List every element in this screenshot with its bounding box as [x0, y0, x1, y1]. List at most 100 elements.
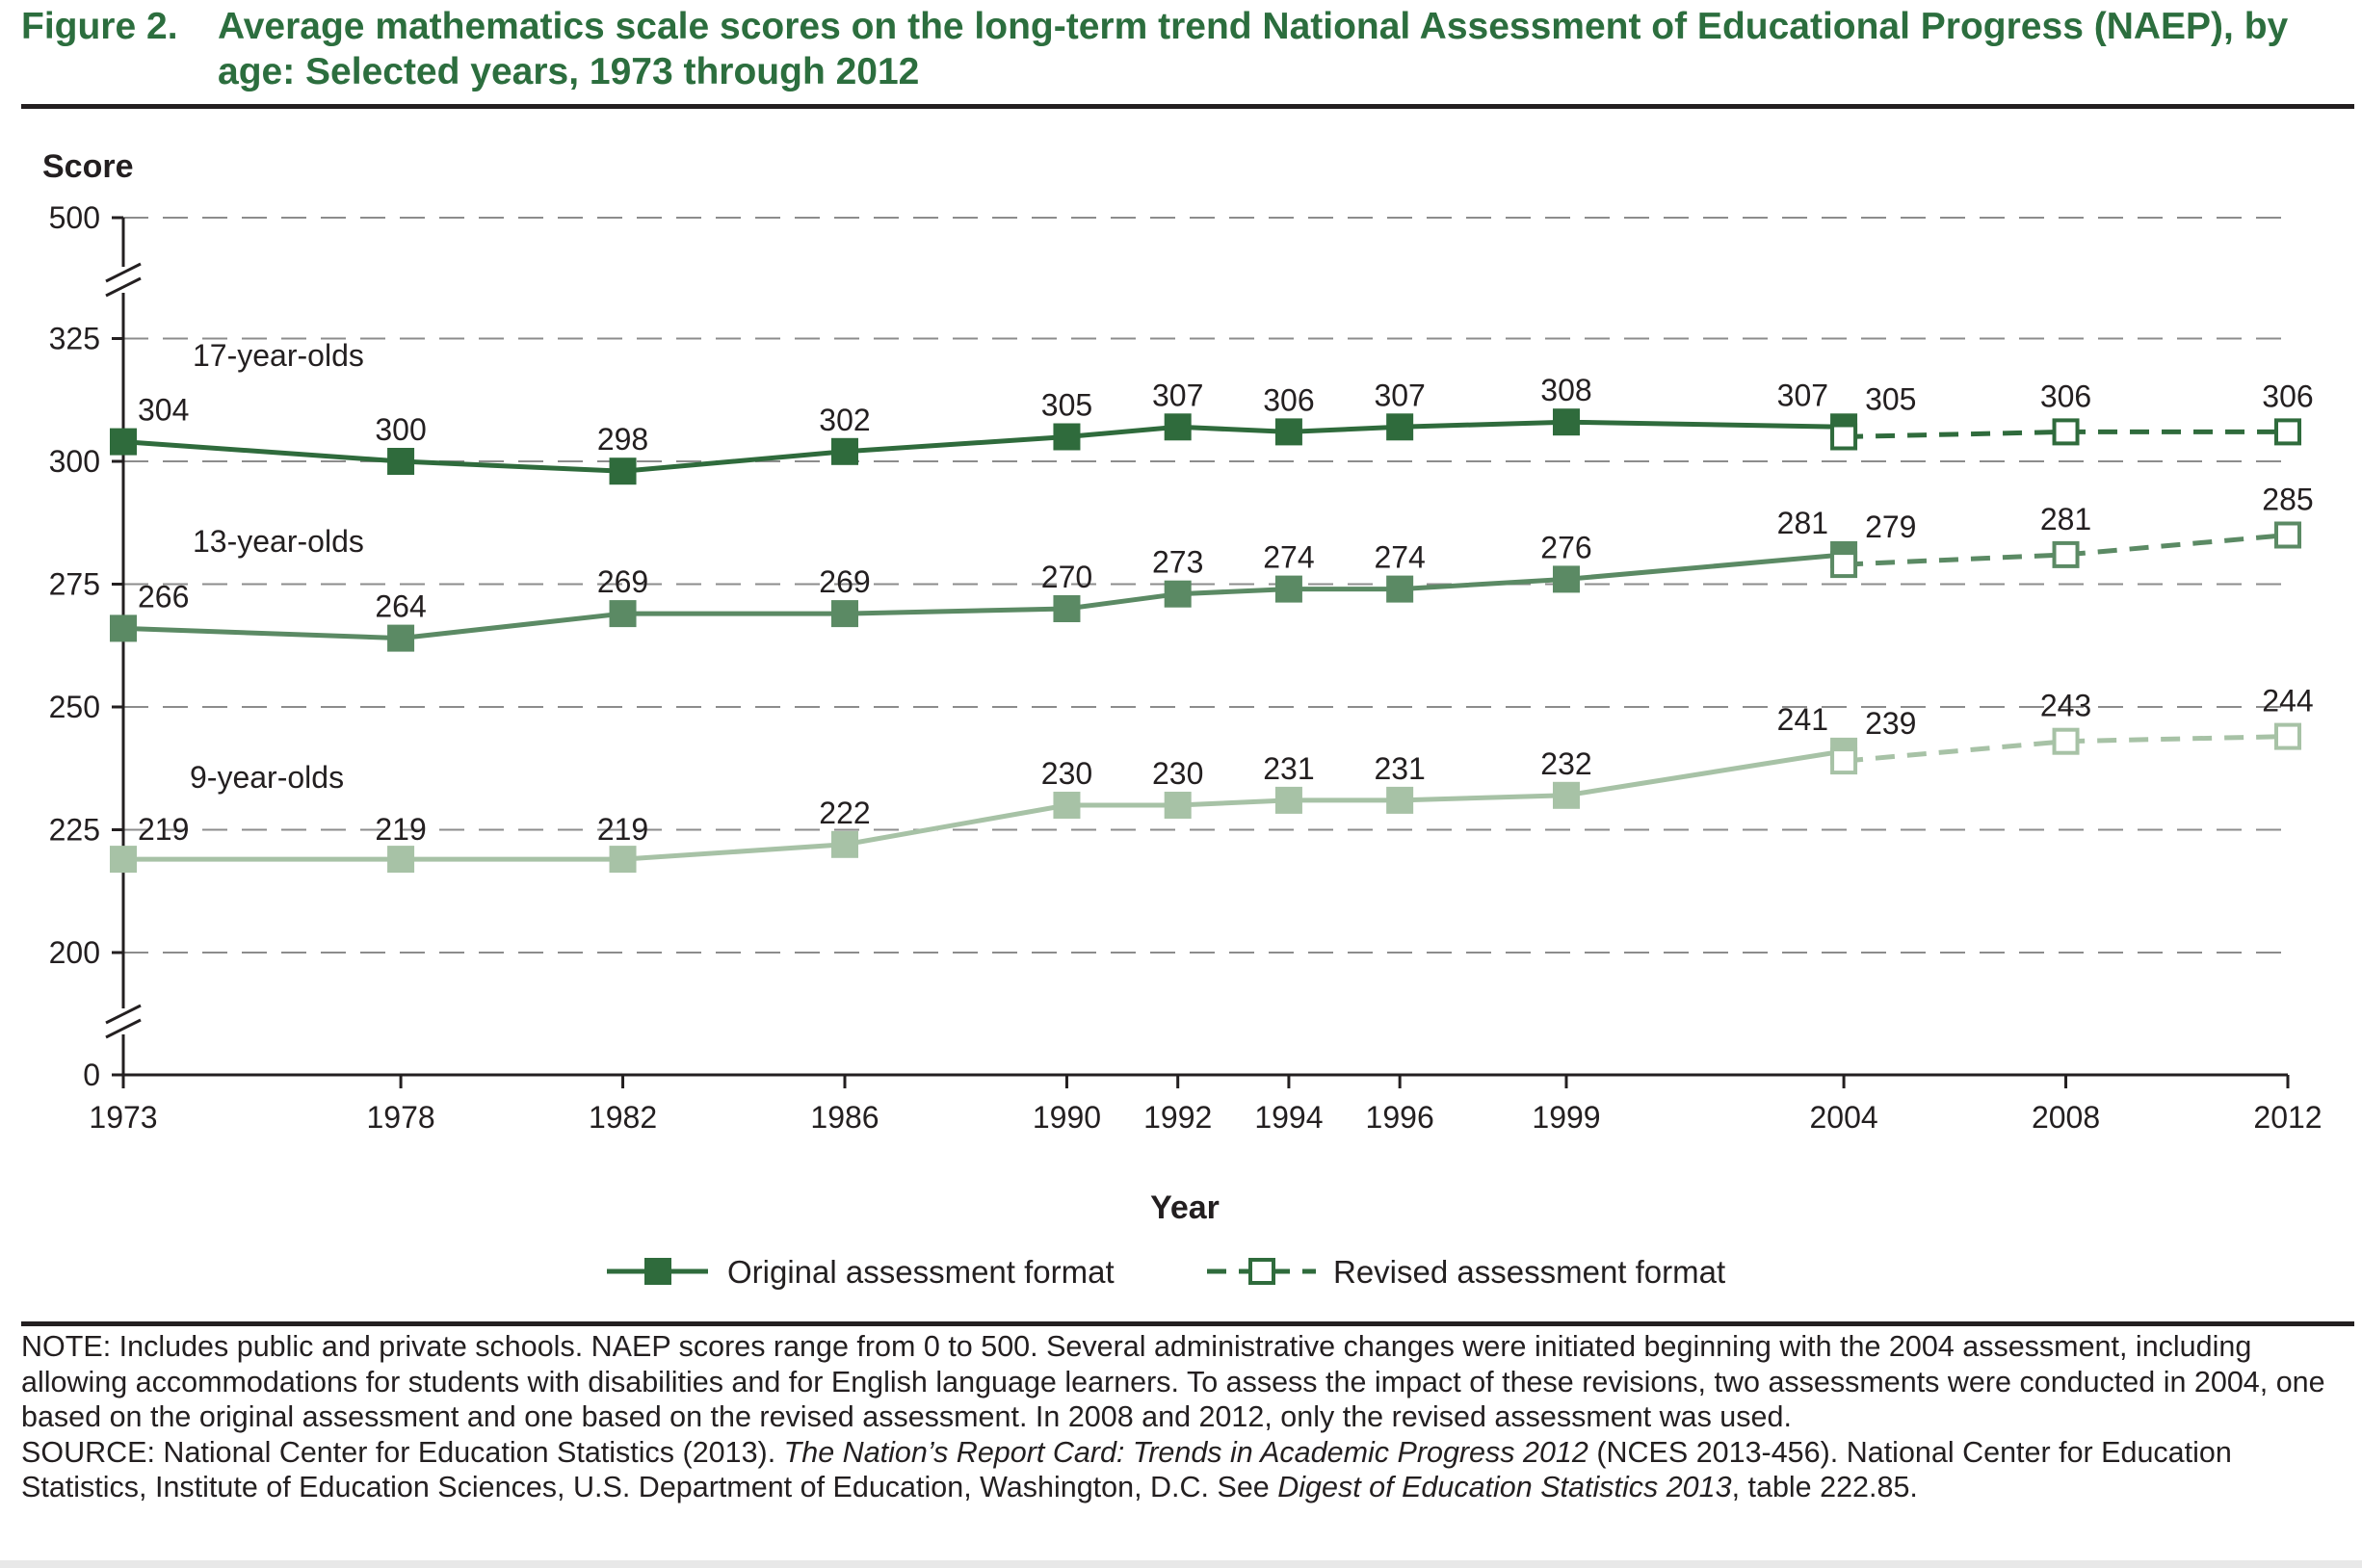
data-label-17-year-olds-original-1978: 300 — [375, 412, 426, 447]
series-name-13-year-olds: 13-year-olds — [193, 524, 364, 559]
series-line-13-year-olds-original — [122, 552, 1845, 641]
line-chart: 0 200 225 250 275 300 325 500 Score 1973 1978 1982 1… — [42, 148, 2323, 1290]
source-prefix: SOURCE: National Center for Education St… — [21, 1435, 784, 1469]
marker-9-year-olds-original-1994 — [1274, 786, 1302, 814]
marker-9-year-olds-original-1999 — [1553, 781, 1580, 809]
y-tick-label-250: 250 — [49, 690, 100, 724]
x-tick-label-1978: 1978 — [366, 1100, 434, 1135]
data-label-17-year-olds-original-1982: 298 — [597, 422, 648, 457]
source-text: SOURCE: National Center for Education St… — [21, 1435, 2352, 1505]
axis-break-mark-1-2 — [105, 276, 142, 298]
marker-13-year-olds-original-1999 — [1553, 565, 1580, 593]
marker-13-year-olds-original-1978 — [387, 624, 415, 652]
x-tick-label-2012: 2012 — [2253, 1100, 2322, 1135]
marker-13-year-olds-revised-2012 — [2274, 521, 2301, 549]
source-digest: Digest of Education Statistics 2013 — [1277, 1471, 1732, 1503]
data-label-9-year-olds-original-1992: 230 — [1152, 756, 1203, 791]
marker-17-year-olds-original-1992 — [1164, 413, 1192, 441]
y-tick-label-500: 500 — [49, 200, 100, 235]
data-label-9-year-olds-original-1999: 232 — [1540, 746, 1591, 781]
data-label-13-year-olds-original-1982: 269 — [597, 564, 648, 599]
marker-13-year-olds-original-1994 — [1274, 575, 1302, 603]
data-label-9-year-olds-original-1996: 231 — [1374, 751, 1425, 786]
y-tick-label-275: 275 — [49, 567, 100, 602]
figure-title: Average mathematics scale scores on the … — [218, 6, 2289, 92]
data-label-9-year-olds-revised-2012: 244 — [2262, 684, 2313, 719]
marker-13-year-olds-original-1982 — [609, 600, 637, 628]
data-label-17-year-olds-original-1996: 307 — [1374, 378, 1425, 412]
data-label-17-year-olds-original-1990: 305 — [1041, 388, 1092, 423]
marker-13-year-olds-original-1990 — [1053, 595, 1081, 622]
series-name-9-year-olds: 9-year-olds — [190, 760, 344, 795]
data-label-13-year-olds-original-1994: 274 — [1263, 540, 1314, 575]
y-tick-label-0: 0 — [83, 1058, 100, 1092]
series-line-9-year-olds-original — [123, 748, 1845, 862]
data-label-9-year-olds-original-1982: 219 — [597, 812, 648, 847]
series-line-13-year-olds-revised — [1843, 533, 2289, 567]
marker-17-year-olds-original-1986 — [831, 437, 858, 465]
bottom-bar — [0, 1560, 2362, 1568]
data-label-9-year-olds-original-1994: 231 — [1263, 751, 1314, 786]
y-tick-label-200: 200 — [49, 935, 100, 970]
x-tick-label-1999: 1999 — [1532, 1100, 1600, 1135]
data-label-13-year-olds-revised-2012: 285 — [2262, 483, 2313, 517]
marker-17-year-olds-revised-2012 — [2274, 418, 2301, 446]
x-tick-label-1973: 1973 — [89, 1100, 157, 1135]
axis-break-mark-1-1 — [105, 262, 142, 283]
marker-17-year-olds-original-1973 — [110, 428, 137, 456]
legend-revised-label: Revised assessment format — [1333, 1254, 1725, 1290]
top-rule — [21, 104, 2354, 109]
data-label-13-year-olds-original-1978: 264 — [375, 589, 426, 624]
marker-17-year-olds-revised-2008 — [2052, 418, 2080, 446]
marker-13-year-olds-original-1992 — [1164, 580, 1192, 608]
data-label-17-year-olds-original-1973: 304 — [138, 393, 189, 428]
marker-13-year-olds-original-1996 — [1386, 575, 1414, 603]
marker-17-year-olds-original-1999 — [1553, 408, 1580, 436]
x-tick-label-1986: 1986 — [810, 1100, 879, 1135]
x-tick-label-2004: 2004 — [1809, 1100, 1877, 1135]
data-label-13-year-olds-original-1992: 273 — [1152, 545, 1203, 580]
figure-header: Figure 2. Average mathematics scale scor… — [21, 4, 2343, 94]
data-label-17-year-olds-original-1986: 302 — [819, 403, 870, 437]
marker-17-year-olds-original-1994 — [1274, 418, 1302, 446]
data-label-13-year-olds-original-1973: 266 — [138, 579, 189, 614]
data-label-13-year-olds-original-2004: 281 — [1777, 506, 1828, 540]
figure-label: Figure 2. — [21, 6, 178, 47]
data-label-13-year-olds-original-1996: 274 — [1374, 540, 1425, 575]
data-label-9-year-olds-original-2004: 241 — [1777, 702, 1828, 737]
data-label-17-year-olds-original-1999: 308 — [1540, 373, 1591, 407]
marker-17-year-olds-revised-2004 — [1830, 423, 1858, 451]
legend-revised-marker — [1248, 1258, 1275, 1285]
marker-9-year-olds-original-1996 — [1386, 786, 1414, 814]
bottom-rule — [21, 1321, 2354, 1326]
y-tick-label-225: 225 — [49, 813, 100, 848]
axis-break-mark-2-1 — [105, 1004, 142, 1025]
marker-9-year-olds-revised-2004 — [1830, 747, 1858, 775]
series-line-17-year-olds-revised — [1844, 429, 2288, 439]
x-axis-title: Year — [1150, 1189, 1220, 1226]
marker-13-year-olds-revised-2008 — [2052, 540, 2080, 568]
marker-17-year-olds-original-1990 — [1053, 423, 1081, 451]
data-label-17-year-olds-revised-2012: 306 — [2262, 379, 2313, 413]
series-line-17-year-olds-original — [122, 419, 1845, 474]
marker-13-year-olds-original-1973 — [110, 614, 137, 642]
marker-9-year-olds-original-1982 — [609, 846, 637, 874]
marker-9-year-olds-revised-2012 — [2274, 722, 2301, 750]
source-suffix: , table 222.85. — [1731, 1471, 1918, 1503]
x-tick-label-1982: 1982 — [589, 1100, 657, 1135]
data-label-13-year-olds-original-1986: 269 — [819, 564, 870, 599]
y-tick-label-300: 300 — [49, 444, 100, 479]
data-label-9-year-olds-original-1986: 222 — [819, 796, 870, 830]
x-tick-label-1996: 1996 — [1366, 1100, 1434, 1135]
y-tick-label-325: 325 — [49, 322, 100, 356]
data-label-13-year-olds-revised-2008: 281 — [2040, 502, 2091, 536]
data-label-17-year-olds-revised-2004: 305 — [1865, 382, 1916, 417]
x-tick-label-1994: 1994 — [1254, 1100, 1323, 1135]
marker-9-year-olds-original-1992 — [1164, 792, 1192, 819]
data-label-9-year-olds-original-1973: 219 — [138, 812, 189, 847]
notes: NOTE: Includes public and private school… — [21, 1329, 2352, 1505]
source-middle: (NCES 2013-456). National Center for Edu… — [21, 1435, 2232, 1504]
marker-9-year-olds-revised-2008 — [2052, 727, 2080, 755]
data-label-17-year-olds-original-1994: 306 — [1263, 382, 1314, 417]
x-tick-label-1992: 1992 — [1143, 1100, 1212, 1135]
